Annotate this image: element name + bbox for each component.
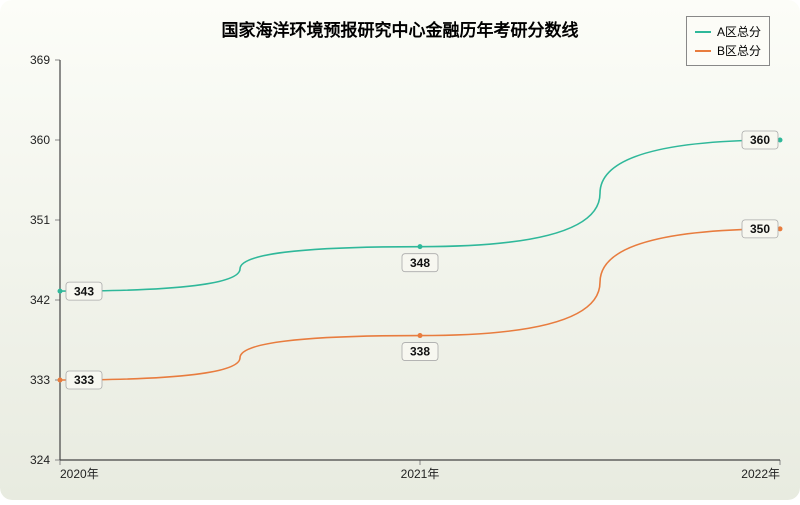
- svg-text:333: 333: [74, 373, 94, 387]
- svg-text:350: 350: [750, 222, 770, 236]
- svg-text:2021年: 2021年: [401, 467, 440, 481]
- chart-svg: 324 333 342 351 360 369 2020年 2021年 2022年 343 348…: [0, 0, 800, 500]
- svg-text:348: 348: [410, 256, 430, 270]
- legend-label-a: A区总分: [717, 23, 761, 40]
- svg-text:369: 369: [30, 53, 50, 67]
- svg-text:343: 343: [74, 284, 94, 298]
- svg-text:333: 333: [30, 373, 50, 387]
- legend: A区总分 B区总分: [686, 16, 770, 66]
- chart-background: [0, 0, 800, 500]
- svg-text:351: 351: [30, 213, 50, 227]
- legend-item-b: B区总分: [695, 42, 761, 59]
- legend-item-a: A区总分: [695, 23, 761, 40]
- svg-text:360: 360: [750, 133, 770, 147]
- svg-text:324: 324: [30, 453, 50, 467]
- svg-text:2020年: 2020年: [60, 467, 99, 481]
- svg-text:360: 360: [30, 133, 50, 147]
- svg-text:342: 342: [30, 293, 50, 307]
- chart-container: 324 333 342 351 360 369 2020年 2021年 2022年 343 348…: [0, 0, 800, 500]
- legend-label-b: B区总分: [717, 42, 761, 59]
- svg-text:338: 338: [410, 345, 430, 359]
- legend-swatch-a: [695, 31, 711, 33]
- svg-text:2022年: 2022年: [741, 467, 780, 481]
- legend-swatch-b: [695, 50, 711, 52]
- chart-title: 国家海洋环境预报研究中心金融历年考研分数线: [0, 16, 800, 41]
